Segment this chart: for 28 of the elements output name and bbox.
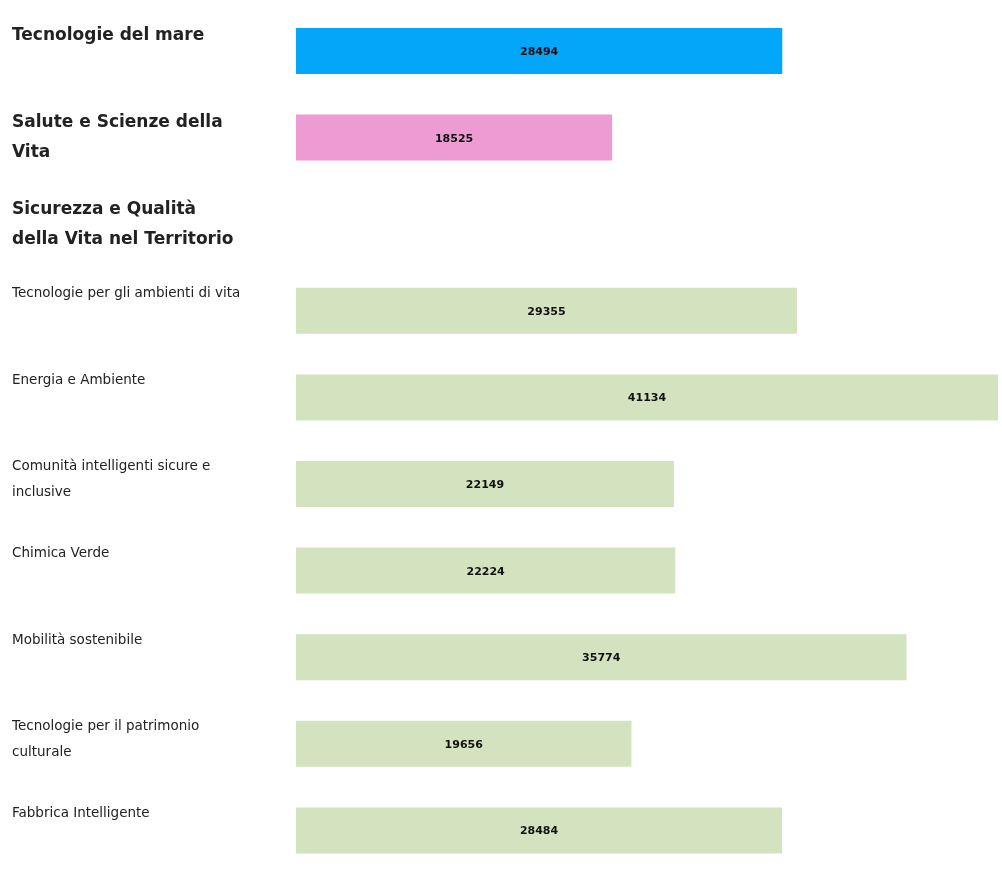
data-label: 29355 <box>527 304 566 318</box>
data-label: 28494 <box>520 44 559 58</box>
y-tick-label: Fabbrica Intelligente <box>12 802 151 822</box>
y-tick-label: Tecnologie del mare <box>12 23 206 47</box>
bar <box>296 807 783 854</box>
bar <box>296 374 998 421</box>
data-label: 22149 <box>465 477 505 491</box>
bar <box>296 287 797 334</box>
data-label: 28484 <box>519 824 559 838</box>
y-tick-label: Salute e Scienze della Vita <box>12 109 224 163</box>
y-tick-label: Tecnologie per gli ambienti di vita <box>12 283 242 303</box>
y-tick-label: Chimica Verde <box>12 542 111 562</box>
bar <box>296 28 783 74</box>
bar <box>296 720 632 767</box>
data-label: 18525 <box>434 131 474 145</box>
data-label: 22224 <box>466 564 506 578</box>
data-label: 19656 <box>444 737 484 751</box>
bar <box>296 114 613 161</box>
bar <box>296 461 674 507</box>
y-tick-label: Comunità intelligenti sicure e inclusive <box>12 456 212 502</box>
bar <box>296 547 676 594</box>
bar <box>296 634 907 681</box>
y-tick-label: Tecnologie per il patrimonio culturale <box>12 716 201 762</box>
y-tick-label: Sicurezza e Qualità della Vita nel Territorio <box>12 196 235 250</box>
y-tick-label: Energia e Ambiente <box>12 369 147 389</box>
y-tick-label: Mobilità sostenibile <box>12 629 144 649</box>
data-label: 35774 <box>582 651 621 665</box>
data-label: 41134 <box>627 391 667 405</box>
